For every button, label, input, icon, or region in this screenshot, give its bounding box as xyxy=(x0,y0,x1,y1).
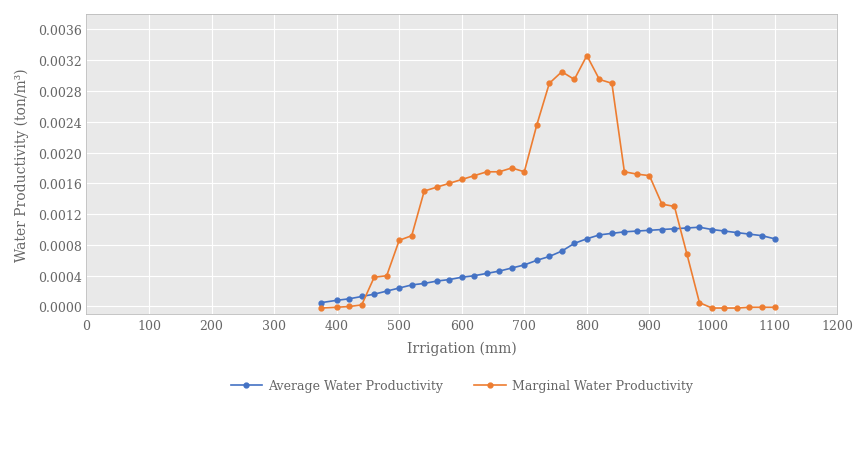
Marginal Water Productivity xyxy=(469,174,479,179)
Marginal Water Productivity xyxy=(595,78,605,83)
Marginal Water Productivity xyxy=(444,181,455,187)
Average Water Productivity xyxy=(644,228,654,234)
Average Water Productivity xyxy=(632,229,642,234)
Average Water Productivity xyxy=(569,241,580,246)
Average Water Productivity xyxy=(431,279,442,284)
X-axis label: Irrigation (mm): Irrigation (mm) xyxy=(407,341,516,355)
Marginal Water Productivity xyxy=(569,78,580,83)
Marginal Water Productivity xyxy=(619,170,629,175)
Marginal Water Productivity xyxy=(482,170,492,175)
Marginal Water Productivity xyxy=(720,306,730,311)
Marginal Water Productivity xyxy=(556,70,567,75)
Marginal Water Productivity xyxy=(494,170,504,175)
Marginal Water Productivity xyxy=(431,185,442,190)
Average Water Productivity xyxy=(394,285,404,291)
Average Water Productivity xyxy=(744,232,754,237)
Average Water Productivity xyxy=(732,230,742,236)
Average Water Productivity xyxy=(519,263,529,268)
Marginal Water Productivity xyxy=(419,189,430,194)
Marginal Water Productivity xyxy=(531,123,542,129)
Marginal Water Productivity xyxy=(369,275,379,280)
Marginal Water Productivity xyxy=(769,305,779,310)
Marginal Water Productivity xyxy=(582,54,592,59)
Marginal Water Productivity xyxy=(382,274,392,279)
Marginal Water Productivity xyxy=(632,172,642,178)
Average Water Productivity xyxy=(619,230,629,235)
Marginal Water Productivity xyxy=(757,305,767,310)
Average Water Productivity xyxy=(607,231,617,237)
Average Water Productivity xyxy=(681,226,692,231)
Average Water Productivity xyxy=(332,298,342,303)
Marginal Water Productivity xyxy=(657,202,667,207)
Marginal Water Productivity xyxy=(744,305,754,310)
Average Water Productivity xyxy=(494,269,504,274)
Marginal Water Productivity xyxy=(316,306,326,311)
Y-axis label: Water Productivity (ton/m³): Water Productivity (ton/m³) xyxy=(15,68,30,261)
Marginal Water Productivity xyxy=(507,166,517,171)
Average Water Productivity xyxy=(757,234,767,239)
Legend: Average Water Productivity, Marginal Water Productivity: Average Water Productivity, Marginal Wat… xyxy=(226,375,698,397)
Average Water Productivity xyxy=(720,229,730,234)
Marginal Water Productivity xyxy=(681,252,692,257)
Average Water Productivity xyxy=(707,227,717,233)
Marginal Water Productivity xyxy=(394,238,404,244)
Marginal Water Productivity xyxy=(707,306,717,311)
Average Water Productivity xyxy=(444,277,455,283)
Line: Marginal Water Productivity: Marginal Water Productivity xyxy=(319,54,777,311)
Average Water Productivity xyxy=(419,281,430,286)
Average Water Productivity xyxy=(482,271,492,277)
Average Water Productivity xyxy=(769,236,779,242)
Marginal Water Productivity xyxy=(544,81,555,87)
Average Water Productivity xyxy=(382,289,392,294)
Average Water Productivity xyxy=(316,300,326,306)
Average Water Productivity xyxy=(369,292,379,297)
Average Water Productivity xyxy=(694,225,705,230)
Average Water Productivity xyxy=(507,266,517,271)
Average Water Productivity xyxy=(344,297,354,302)
Line: Average Water Productivity: Average Water Productivity xyxy=(319,225,777,305)
Average Water Productivity xyxy=(657,227,667,233)
Marginal Water Productivity xyxy=(332,305,342,310)
Average Water Productivity xyxy=(669,226,680,232)
Average Water Productivity xyxy=(556,249,567,254)
Average Water Productivity xyxy=(357,294,367,300)
Marginal Water Productivity xyxy=(694,300,705,306)
Marginal Water Productivity xyxy=(357,302,367,308)
Marginal Water Productivity xyxy=(607,81,617,87)
Average Water Productivity xyxy=(544,254,555,260)
Average Water Productivity xyxy=(406,283,417,288)
Marginal Water Productivity xyxy=(406,234,417,239)
Average Water Productivity xyxy=(457,275,467,280)
Marginal Water Productivity xyxy=(644,174,654,179)
Average Water Productivity xyxy=(531,258,542,263)
Marginal Water Productivity xyxy=(669,204,680,210)
Marginal Water Productivity xyxy=(457,177,467,183)
Average Water Productivity xyxy=(582,236,592,242)
Average Water Productivity xyxy=(469,274,479,279)
Marginal Water Productivity xyxy=(519,170,529,175)
Marginal Water Productivity xyxy=(344,304,354,309)
Marginal Water Productivity xyxy=(732,306,742,311)
Average Water Productivity xyxy=(595,233,605,238)
